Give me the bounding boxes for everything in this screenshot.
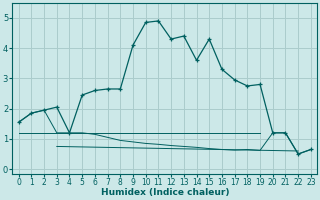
X-axis label: Humidex (Indice chaleur): Humidex (Indice chaleur): [100, 188, 229, 197]
